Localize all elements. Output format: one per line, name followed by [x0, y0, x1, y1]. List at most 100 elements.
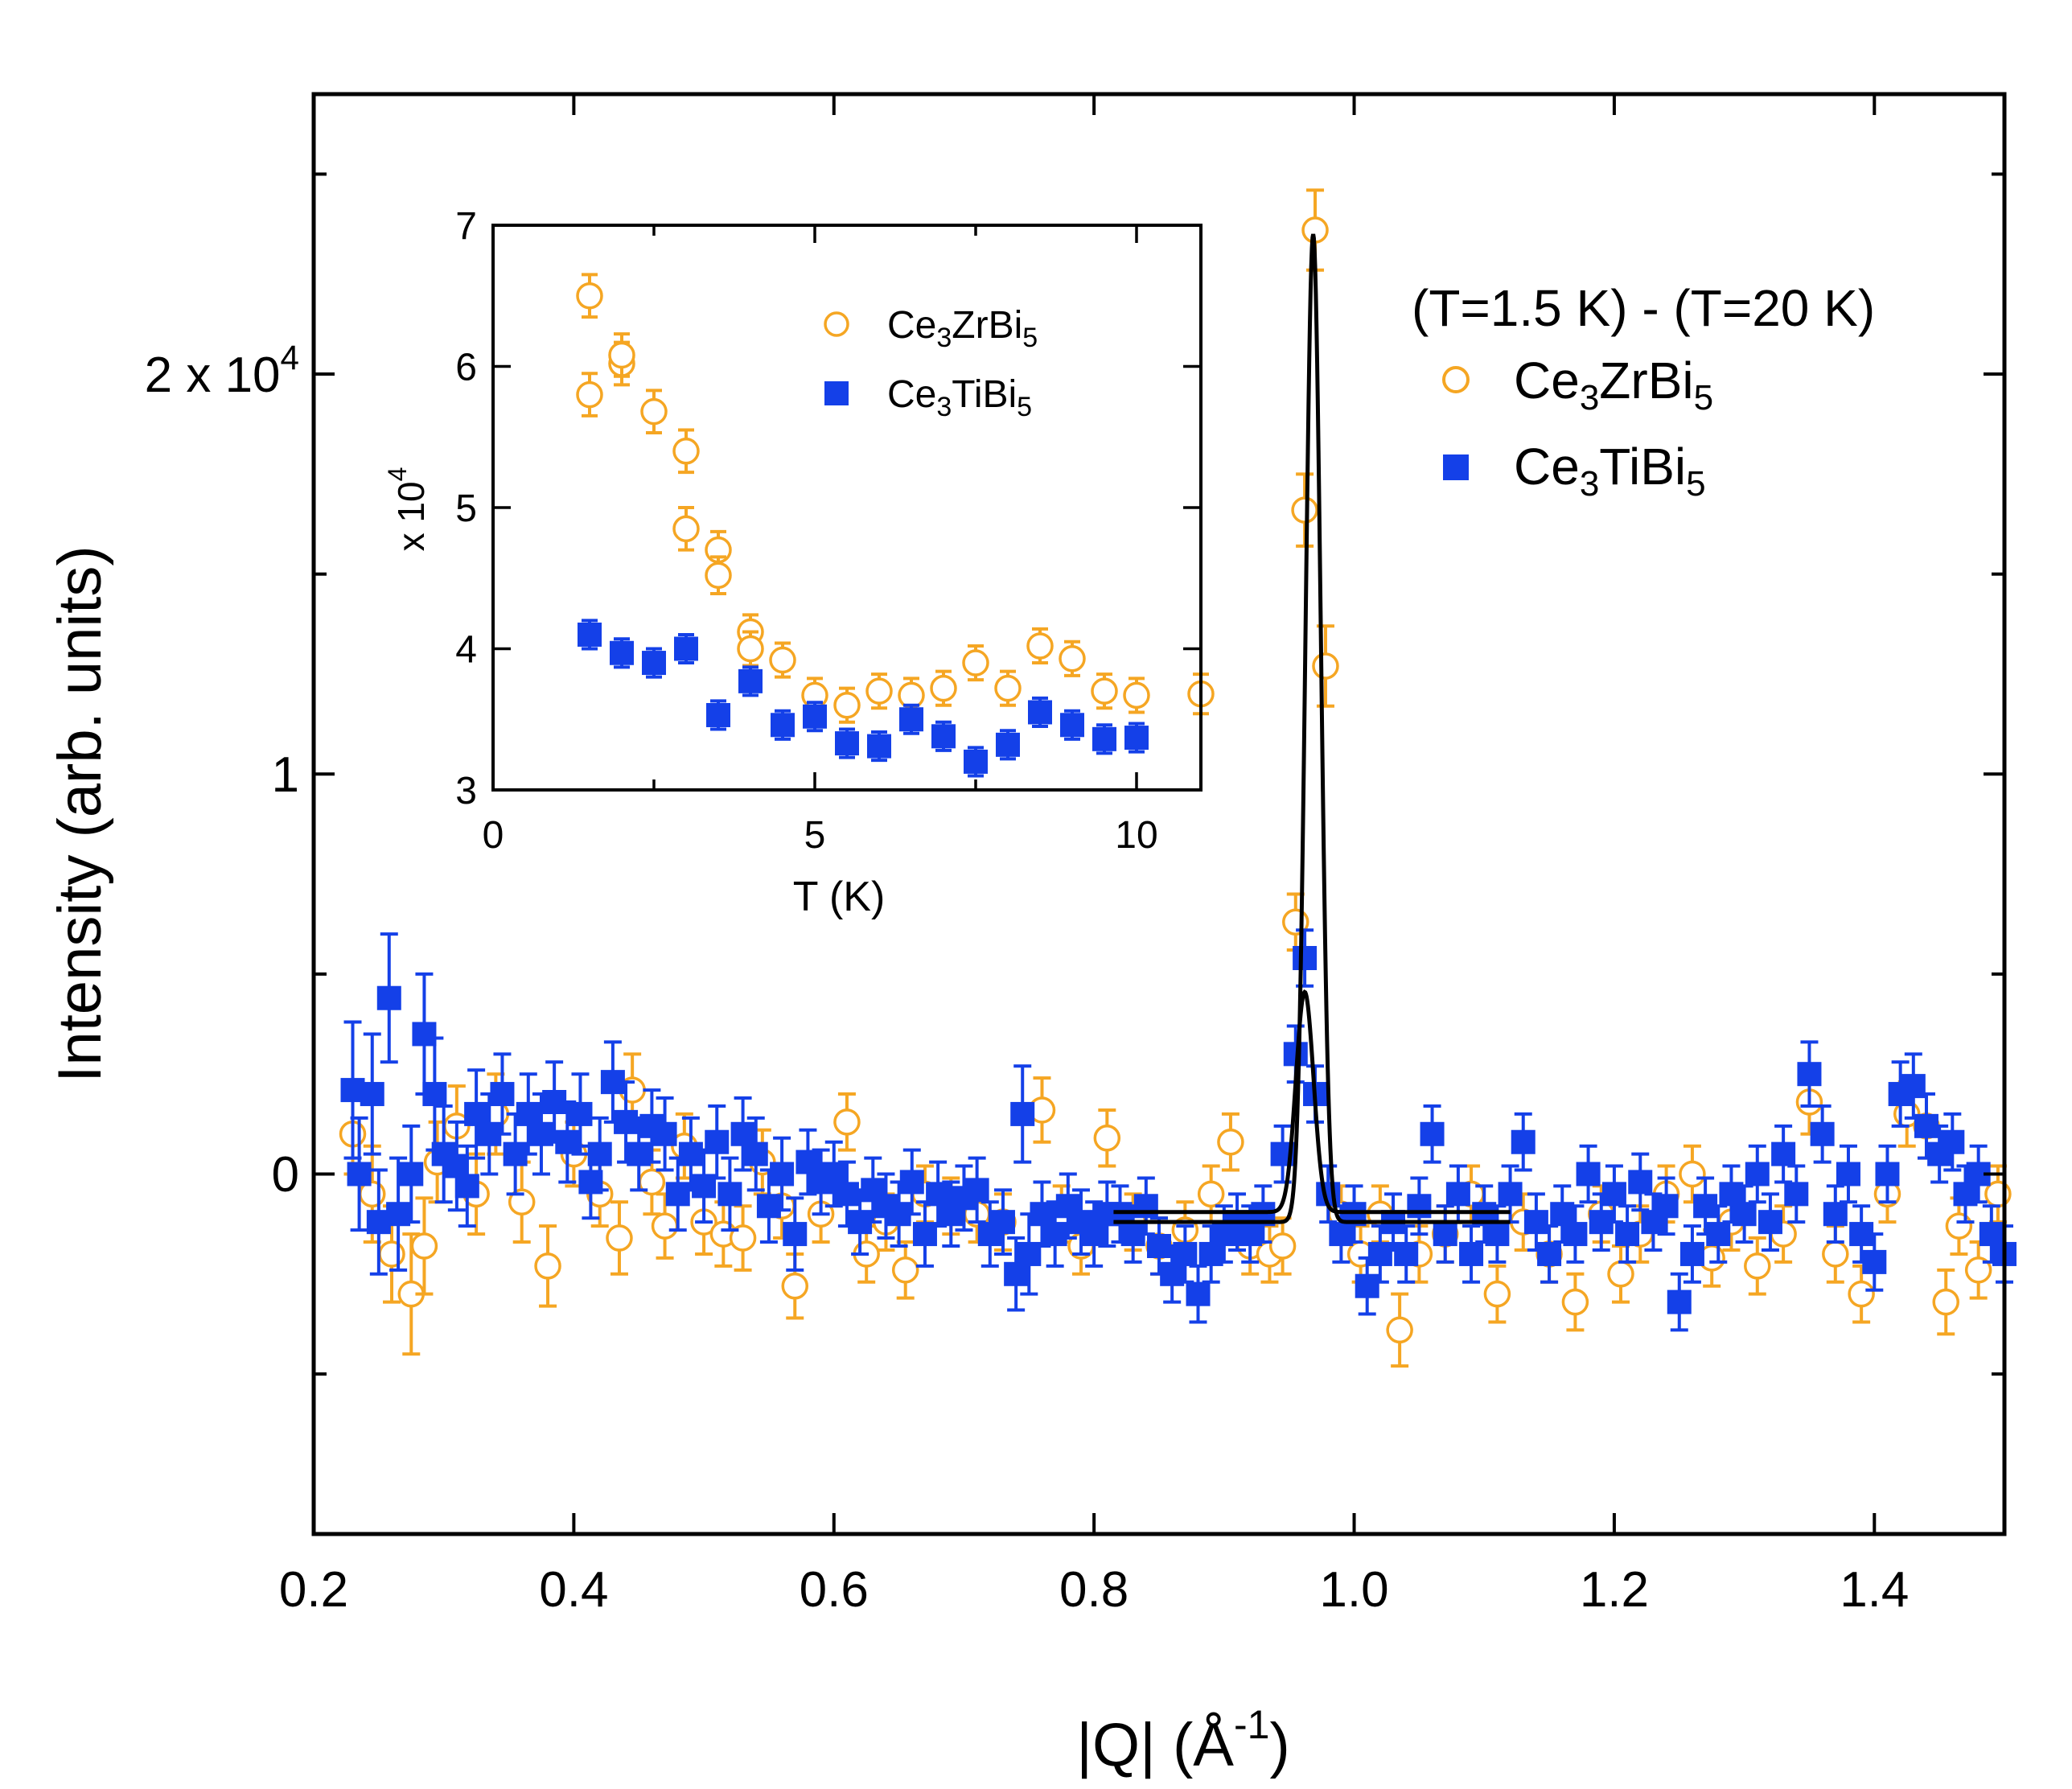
data-point	[1706, 1222, 1731, 1247]
data-point	[1293, 946, 1318, 970]
data-point	[378, 1240, 405, 1268]
data-point	[1123, 681, 1150, 709]
data-point	[640, 397, 668, 426]
data-point	[738, 668, 763, 693]
inset-y-label-sup: 4	[383, 467, 412, 482]
legend-zr-pre: Ce	[1514, 352, 1580, 409]
data-point	[867, 734, 891, 759]
data-point	[737, 635, 764, 663]
data-point	[1745, 1162, 1770, 1186]
data-point	[717, 1182, 742, 1207]
legend-zr-marker	[1442, 366, 1470, 393]
data-point	[1964, 1256, 1992, 1284]
x-tick-label: 1.0	[1319, 1562, 1388, 1618]
legend-ti-marker	[1443, 454, 1469, 480]
data-point	[1797, 1062, 1822, 1087]
data-point	[1679, 1160, 1706, 1188]
data-point	[1615, 1222, 1640, 1247]
data-point	[1875, 1162, 1900, 1186]
data-point	[1679, 1241, 1704, 1266]
x-tick-label: 0.4	[539, 1562, 608, 1618]
legend-ti-sub2: 5	[1686, 464, 1705, 504]
inset-legend-zr-marker	[824, 311, 849, 337]
y-tick-label-sup: 4	[281, 339, 299, 376]
legend-ti-pre: Ce	[1514, 438, 1580, 496]
data-point	[376, 985, 401, 1010]
data-point	[729, 1224, 757, 1252]
data-point	[576, 380, 603, 409]
data-point	[1026, 632, 1054, 660]
inset-legend-ti-pre: Ce	[887, 373, 936, 416]
data-point	[422, 1082, 447, 1107]
x-axis-label-superscript: -1	[1234, 1702, 1269, 1747]
main-ticks: 0.2 0.4 0.6 0.8 1.0 1.2 1.4 0 1 2 x 104	[145, 94, 2004, 1618]
data-point	[1042, 1222, 1067, 1247]
x-tick-label: 0	[483, 814, 504, 857]
inset-legend-ti-marker	[824, 381, 849, 405]
data-point	[962, 649, 989, 677]
y-tick-label: 0	[272, 1147, 299, 1203]
y-tick-label: 6	[455, 346, 477, 389]
data-point	[990, 1210, 1015, 1235]
data-point	[1836, 1162, 1860, 1186]
main-marks	[339, 188, 2016, 1368]
data-point	[1523, 1210, 1548, 1235]
data-point	[1563, 1222, 1588, 1247]
data-point	[678, 1141, 703, 1166]
y-tick-label: 7	[455, 205, 477, 248]
data-point	[1197, 1180, 1225, 1208]
data-point	[610, 640, 634, 665]
data-point	[642, 651, 666, 676]
x-axis-label-close: )	[1269, 1711, 1289, 1779]
main-legend: (T=1.5 K) - (T=20 K) Ce3ZrBi5 Ce3TiBi5	[1412, 279, 1875, 504]
main-y-axis-label: Intensity (arb. units)	[46, 545, 114, 1082]
data-point	[1092, 726, 1116, 751]
data-point	[1268, 1232, 1297, 1260]
data-point	[1133, 1194, 1158, 1219]
data-point	[1093, 1125, 1121, 1152]
data-point	[1848, 1280, 1875, 1308]
data-point	[1028, 700, 1052, 725]
data-point	[674, 636, 698, 661]
data-point	[964, 749, 988, 774]
data-point	[1771, 1141, 1796, 1166]
data-point	[665, 1182, 690, 1207]
inset-legend-ti-mid: TiBi	[952, 373, 1017, 416]
data-point	[1059, 645, 1086, 672]
legend-ti-sub1: 3	[1580, 464, 1599, 504]
data-point	[454, 1174, 479, 1199]
legend-zr-sub1: 3	[1580, 378, 1599, 417]
inset-legend-zr-pre: Ce	[887, 304, 936, 347]
data-point	[964, 1178, 989, 1203]
x-tick-label: 1.4	[1840, 1562, 1909, 1618]
data-point	[608, 341, 635, 369]
data-point	[1667, 1289, 1692, 1314]
data-point	[1445, 1182, 1470, 1207]
x-tick-label: 1.2	[1580, 1562, 1649, 1618]
legend-zr-sub2: 5	[1694, 378, 1713, 417]
data-point	[1607, 1261, 1634, 1288]
x-axis-label-text: |Q| (Å	[1076, 1711, 1234, 1779]
data-point	[1407, 1194, 1432, 1219]
data-point	[672, 515, 700, 543]
y-tick-label: 5	[455, 487, 477, 530]
data-point	[410, 1232, 438, 1260]
data-point	[1217, 1128, 1244, 1156]
data-point	[578, 622, 602, 647]
fit-curve	[1113, 989, 1511, 1215]
data-point	[783, 1222, 808, 1247]
main-x-axis-label: |Q| (Å-1)	[1076, 1702, 1290, 1779]
data-point	[834, 1182, 859, 1207]
data-point	[534, 1252, 561, 1280]
x-tick-label: 0.2	[279, 1562, 348, 1618]
data-point	[1537, 1241, 1562, 1266]
data-point	[1784, 1182, 1809, 1207]
data-point	[1291, 496, 1318, 524]
data-point	[899, 1170, 924, 1195]
y-tick-label: 1	[272, 747, 299, 803]
data-point	[1485, 1222, 1510, 1247]
data-point	[576, 282, 603, 310]
data-point	[743, 1141, 768, 1166]
data-point	[1628, 1170, 1653, 1195]
